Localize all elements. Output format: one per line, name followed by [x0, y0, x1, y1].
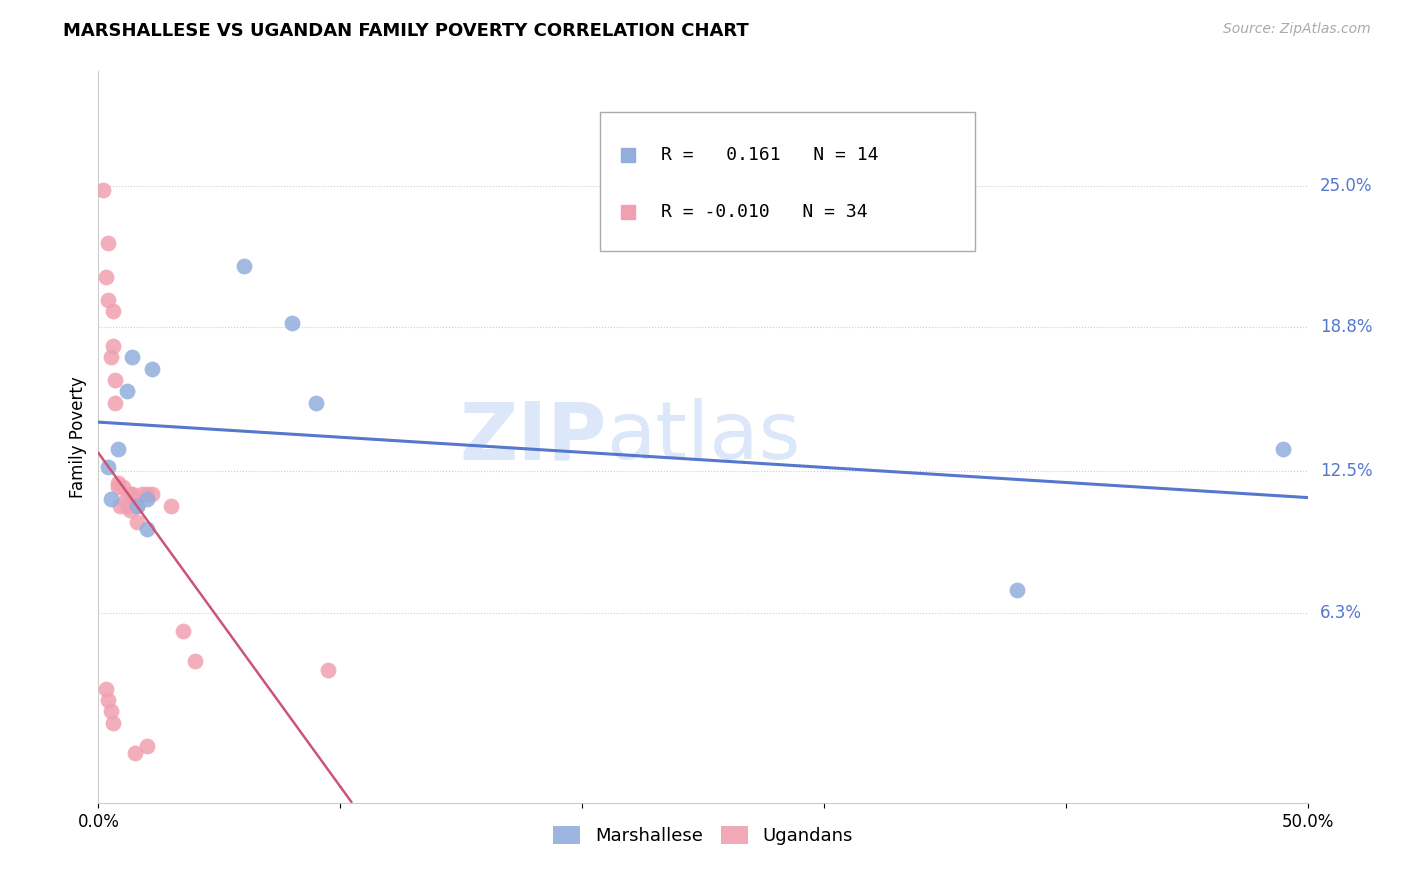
Point	[100, 350, 122, 364]
Point	[135, 739, 157, 753]
Point	[135, 491, 157, 506]
Text: atlas: atlas	[606, 398, 800, 476]
Point	[127, 515, 149, 529]
Text: 12.5%: 12.5%	[1320, 462, 1372, 481]
Point	[97, 235, 120, 250]
Point	[91, 183, 114, 197]
Point	[100, 491, 122, 506]
Point	[127, 499, 149, 513]
Point	[127, 499, 149, 513]
Text: 18.8%: 18.8%	[1320, 318, 1372, 336]
Text: R =   0.161   N = 14: R = 0.161 N = 14	[661, 146, 879, 164]
Point	[121, 350, 143, 364]
Point	[184, 654, 207, 668]
FancyBboxPatch shape	[600, 112, 976, 251]
Text: 25.0%: 25.0%	[1320, 177, 1372, 194]
Point	[94, 681, 117, 696]
Point	[172, 624, 194, 639]
Point	[121, 487, 143, 501]
Point	[118, 503, 141, 517]
Point	[1007, 583, 1029, 598]
Point	[141, 487, 163, 501]
Text: MARSHALLESE VS UGANDAN FAMILY POVERTY CORRELATION CHART: MARSHALLESE VS UGANDAN FAMILY POVERTY CO…	[63, 22, 749, 40]
Point	[108, 499, 131, 513]
Point	[160, 499, 183, 513]
Point	[111, 480, 134, 494]
Point	[101, 304, 124, 318]
Point	[232, 259, 254, 273]
Point	[101, 715, 124, 730]
Text: ZIP: ZIP	[458, 398, 606, 476]
Point	[104, 373, 127, 387]
Point	[281, 316, 304, 330]
Point	[117, 499, 139, 513]
Point	[124, 494, 146, 508]
Y-axis label: Family Poverty: Family Poverty	[69, 376, 87, 498]
Point	[114, 494, 136, 508]
Point	[107, 475, 129, 490]
Point	[135, 487, 157, 501]
Point	[104, 396, 127, 410]
Point	[316, 663, 339, 677]
Point	[100, 705, 122, 719]
Point	[305, 396, 328, 410]
Point	[101, 339, 124, 353]
Point	[97, 459, 120, 474]
Point	[97, 693, 120, 707]
Point	[118, 487, 141, 501]
Point	[117, 384, 139, 399]
Text: 6.3%: 6.3%	[1320, 604, 1361, 622]
Text: Source: ZipAtlas.com: Source: ZipAtlas.com	[1223, 22, 1371, 37]
Point	[131, 487, 153, 501]
Legend: Marshallese, Ugandans: Marshallese, Ugandans	[546, 819, 860, 852]
Point	[94, 270, 117, 285]
Point	[124, 746, 146, 760]
Point	[107, 442, 129, 456]
Point	[141, 361, 163, 376]
Point	[135, 521, 157, 535]
Point	[107, 480, 129, 494]
Point	[97, 293, 120, 307]
Text: R = -0.010   N = 34: R = -0.010 N = 34	[661, 202, 868, 221]
Point	[1272, 442, 1295, 456]
